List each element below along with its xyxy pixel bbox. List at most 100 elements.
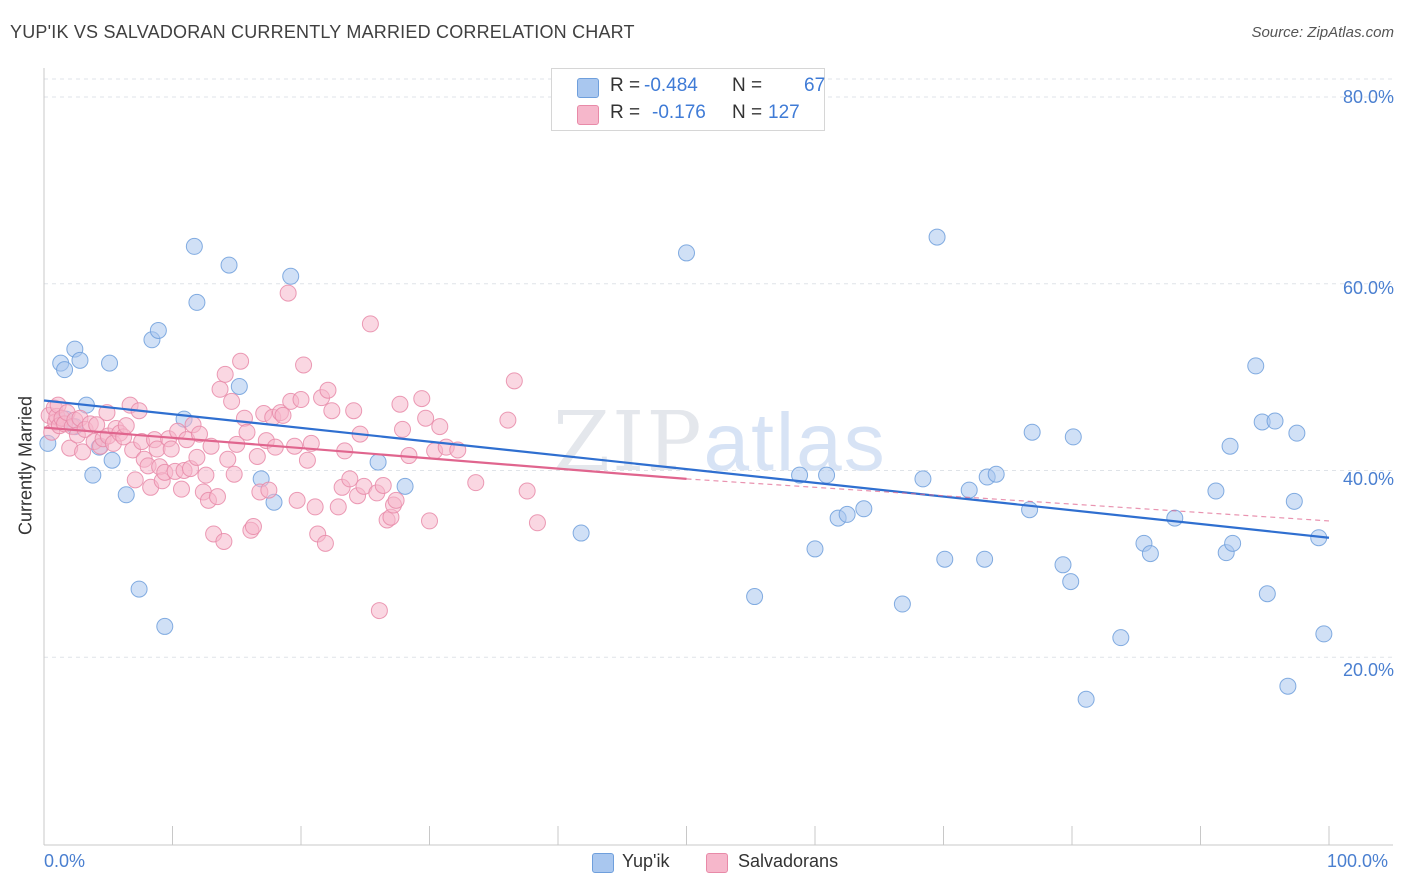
data-point-yupik xyxy=(1288,424,1306,442)
data-point-salvadoran xyxy=(215,532,233,550)
data-point-salvadoran xyxy=(244,518,262,536)
data-point-yupik xyxy=(1054,556,1072,574)
data-point-yupik xyxy=(806,540,824,558)
data-point-salvadoran xyxy=(126,471,144,489)
data-point-salvadoran xyxy=(219,450,237,468)
data-point-salvadoran xyxy=(235,409,253,427)
data-point-yupik xyxy=(893,595,911,613)
x-tick-label-max: 100.0% xyxy=(1327,851,1389,871)
data-point-yupik xyxy=(855,500,873,518)
data-point-salvadoran xyxy=(391,395,409,413)
data-point-yupik xyxy=(936,550,954,568)
data-point-salvadoran xyxy=(211,380,229,398)
data-point-yupik xyxy=(572,524,590,542)
data-point-salvadoran xyxy=(431,418,449,436)
data-point-yupik xyxy=(71,351,89,369)
data-point-salvadoran xyxy=(518,482,536,500)
y-tick-label-40: 40.0% xyxy=(1342,469,1394,489)
bottom-legend-swatch-yupik xyxy=(592,853,614,873)
legend-row-salvadorans: R = -0.176 N = 127 xyxy=(552,102,824,126)
legend-n-value: 67 xyxy=(804,75,826,96)
legend-r-label: R = xyxy=(610,102,641,123)
data-point-salvadoran xyxy=(274,406,292,424)
data-point-yupik xyxy=(1062,573,1080,591)
legend-n-label: N = xyxy=(732,75,763,96)
legend-swatch-yupik xyxy=(577,78,599,98)
x-tick-label-min: 0.0% xyxy=(44,851,86,871)
data-point-yupik xyxy=(1207,482,1225,500)
data-point-yupik xyxy=(1166,509,1184,527)
data-point-salvadoran xyxy=(208,488,226,506)
data-point-salvadoran xyxy=(528,514,546,532)
data-point-salvadoran xyxy=(421,512,438,530)
data-point-salvadoran xyxy=(295,356,313,374)
data-point-salvadoran xyxy=(162,440,180,458)
data-point-salvadoran xyxy=(361,315,379,333)
trend-line-salvadoran xyxy=(43,426,687,481)
data-point-yupik xyxy=(1064,428,1082,446)
legend-r-label: R = xyxy=(610,75,641,96)
data-point-salvadoran xyxy=(117,417,135,435)
data-point-salvadoran xyxy=(223,392,241,410)
source-label: Source: ZipAtlas.com xyxy=(1251,24,1394,41)
data-point-salvadoran xyxy=(394,420,412,438)
legend-r-value: -0.484 xyxy=(644,75,698,96)
data-point-salvadoran xyxy=(306,498,324,516)
data-point-yupik xyxy=(117,486,135,504)
data-point-yupik xyxy=(185,237,203,255)
data-point-salvadoran xyxy=(188,448,206,466)
data-point-salvadoran xyxy=(288,491,306,509)
data-point-salvadoran xyxy=(216,365,234,383)
data-point-salvadoran xyxy=(316,534,334,552)
data-point-yupik xyxy=(1112,629,1130,647)
data-point-salvadoran xyxy=(302,434,320,452)
legend-r-value: -0.176 xyxy=(652,102,706,123)
data-point-salvadoran xyxy=(74,443,92,461)
data-point-salvadoran xyxy=(225,465,243,483)
data-point-yupik xyxy=(1224,534,1242,552)
y-tick-label-80: 80.0% xyxy=(1342,87,1394,107)
data-point-yupik xyxy=(1258,585,1276,603)
data-point-yupik xyxy=(369,453,387,471)
data-point-salvadoran xyxy=(319,381,337,399)
correlation-legend: R = -0.484 N = 67 R = -0.176 N = 127 xyxy=(551,68,825,131)
data-point-salvadoran xyxy=(505,372,523,390)
data-point-salvadoran xyxy=(345,402,363,420)
data-point-yupik xyxy=(220,256,238,274)
data-point-salvadoran xyxy=(417,409,435,427)
data-point-yupik xyxy=(914,470,932,488)
y-tick-label-60: 60.0% xyxy=(1342,278,1394,298)
data-point-salvadoran xyxy=(197,466,215,484)
data-point-salvadoran xyxy=(370,602,388,620)
data-point-yupik xyxy=(230,377,248,395)
data-point-yupik xyxy=(1315,625,1333,643)
data-point-salvadoran xyxy=(341,470,359,488)
data-point-salvadoran xyxy=(413,390,431,408)
data-point-yupik xyxy=(1285,492,1303,510)
data-point-yupik xyxy=(746,588,764,606)
data-point-yupik xyxy=(1141,545,1159,563)
data-point-salvadoran xyxy=(499,411,517,429)
data-point-yupik xyxy=(156,617,174,635)
data-point-salvadoran xyxy=(387,491,405,509)
data-point-yupik xyxy=(282,267,300,285)
data-point-salvadoran xyxy=(232,352,250,370)
data-point-yupik xyxy=(1279,677,1297,695)
data-point-salvadoran xyxy=(248,447,266,465)
data-point-yupik xyxy=(188,293,206,311)
data-point-yupik xyxy=(1221,437,1239,455)
data-point-yupik xyxy=(1023,423,1041,441)
data-point-salvadoran xyxy=(238,423,256,441)
data-point-yupik xyxy=(791,466,809,484)
data-point-salvadoran xyxy=(329,498,347,516)
data-point-yupik xyxy=(396,477,414,495)
data-point-yupik xyxy=(1266,412,1284,430)
data-point-salvadoran xyxy=(260,481,278,499)
legend-swatch-salvadorans xyxy=(577,105,599,125)
data-point-yupik xyxy=(928,228,946,246)
y-tick-label-20: 20.0% xyxy=(1342,660,1394,680)
data-point-yupik xyxy=(84,466,102,484)
trend-line-dashed-salvadoran xyxy=(686,478,1330,522)
data-point-salvadoran xyxy=(467,474,485,492)
